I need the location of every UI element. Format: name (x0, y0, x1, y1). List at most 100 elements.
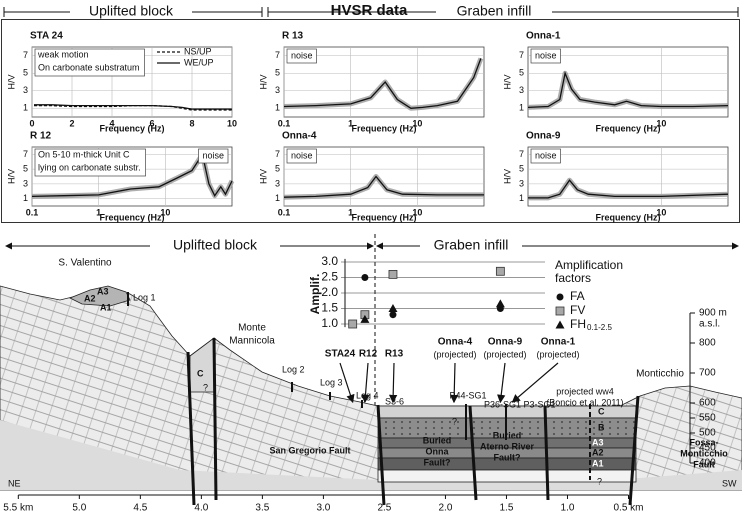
note-box: weak motion On carbonate substratum (34, 48, 145, 77)
hvsr-panel: 1 3 5 7 0.1 1 10 R 12 H/V Frequency (Hz) On 5-10 m… (6, 131, 235, 222)
figure-title: HVSR data (331, 2, 408, 19)
fault-label: Monticchio (680, 448, 728, 458)
legend-label: FV (570, 303, 585, 317)
hvsr-frame (1, 19, 740, 223)
legend-label: FA (570, 289, 585, 303)
y-tick-label: 1 (23, 193, 28, 203)
query-mark: ? (203, 382, 208, 392)
unit-label: A3 (592, 437, 604, 447)
direction-label: NE (8, 478, 21, 488)
fault-label: Onna (425, 446, 449, 456)
amp-point (361, 274, 369, 281)
y-axis-label: H/V (502, 169, 512, 184)
well-label: projected ww4 (556, 386, 614, 396)
log-label: Log 4 (356, 390, 379, 400)
elevation-label: 700 (699, 368, 716, 379)
y-tick-label: 7 (519, 149, 524, 159)
legend-swatch (555, 306, 565, 316)
borehole-label: P36-SG1 P3-SG1 (484, 399, 556, 409)
tag-box: noise (286, 148, 317, 164)
y-tick-label: 1.5 (321, 301, 338, 315)
fault-label: Fossa- (689, 437, 718, 447)
geology (0, 285, 742, 506)
y-tick-label: 3 (23, 85, 28, 95)
hvsr-curve (34, 104, 232, 111)
hvsr-panel: 1 3 5 7 10 Onna-1 H/V Frequency (Hz) noise (502, 31, 729, 133)
station-arrow (339, 362, 355, 404)
y-tick-label: 5 (275, 164, 280, 174)
x-tick-label: 2 (69, 118, 74, 128)
uplifted-label: Uplifted block (89, 3, 174, 19)
direction-label: SW (722, 478, 737, 488)
legend-subscript: 0.1-2.5 (587, 323, 612, 332)
x-tick-label: 2.0 (438, 503, 452, 514)
station-label: R12 (359, 349, 378, 360)
x-axis-label: Frequency (Hz) (99, 212, 164, 222)
fault-label: Fault? (494, 452, 521, 462)
panel-name: R 12 (30, 131, 52, 142)
legend-swatch (555, 320, 565, 329)
station-arrow (388, 362, 398, 404)
legend-title: Amplification (555, 258, 623, 272)
station-note: (projected) (536, 349, 579, 359)
y-tick-label: 2.5 (321, 270, 338, 284)
legend-label: NS/UP (184, 46, 212, 56)
x-tick-label: 1 (348, 118, 353, 128)
fault-label: Aterno River (480, 441, 535, 451)
y-tick-label: 7 (23, 50, 28, 60)
borehole-label: S3-6 (385, 396, 404, 406)
y-tick-label: 5 (519, 68, 524, 78)
fault-label: Fault? (424, 457, 451, 467)
y-tick-label: 1 (519, 103, 524, 113)
section-graben-label: Graben infill (434, 237, 509, 253)
tag-frame (198, 148, 229, 164)
elevation-label: 450 (699, 443, 716, 454)
section-header (5, 234, 739, 405)
x-tick-label: 4 (109, 118, 114, 128)
station-arrow (497, 362, 506, 404)
x-tick-label: 10 (656, 207, 666, 217)
hvsr-panel: 1 3 5 7 10 Onna-9 H/V Frequency (Hz) noise (502, 131, 729, 222)
panel-name: R 13 (282, 31, 304, 42)
station-label: R13 (385, 349, 404, 360)
elevation-label: 550 (699, 413, 716, 424)
log-label: Log 1 (133, 292, 156, 302)
unit-label: B (598, 422, 605, 432)
panel-name: Onna-1 (526, 31, 561, 42)
x-tick-label: 2.5 (377, 503, 391, 514)
amp-point (388, 304, 398, 312)
tag-text: noise (291, 150, 313, 160)
x-tick-label: 10 (412, 207, 422, 217)
y-axis-label: H/V (258, 74, 268, 89)
y-tick-label: 1.0 (321, 316, 338, 330)
x-tick-label: 1.5 (500, 503, 514, 514)
unit-label: A2 (84, 293, 96, 303)
note-text: lying on carbonate substr. (38, 162, 141, 172)
y-tick-label: 3.0 (321, 254, 338, 268)
hvsr-header (3, 7, 739, 17)
y-tick-label: 3 (275, 85, 280, 95)
tag-frame (286, 148, 317, 164)
x-axis-label: Frequency (Hz) (351, 123, 416, 133)
hvsr-curve (283, 58, 482, 109)
fault-label: Buried (423, 435, 452, 445)
y-tick-label: 1 (275, 193, 280, 203)
x-tick-label: 3.0 (316, 503, 330, 514)
x-tick-label: 5.5 km (3, 503, 33, 514)
fault-label: Fault (693, 459, 715, 469)
station-note: (projected) (433, 349, 476, 359)
x-axis-label: Frequency (Hz) (99, 123, 164, 133)
legend-label: FH (570, 317, 586, 331)
x-tick-label: 0.1 (278, 207, 291, 217)
tag-text: noise (535, 150, 557, 160)
y-axis-label: H/V (6, 74, 16, 89)
hvsr-panel: 1 3 5 7 0 2 4 6 8 10 STA 24 H/V Frequency (Hz) weak m… (6, 31, 237, 134)
x-tick-label: 4.5 (133, 503, 147, 514)
station-label: Onna-4 (438, 337, 473, 348)
y-tick-label: 2.0 (321, 285, 338, 299)
hvsr-curve (31, 152, 233, 198)
panel-name: Onna-9 (526, 131, 561, 142)
x-axis-label: Frequency (Hz) (595, 123, 660, 133)
query-mark: ? (452, 416, 457, 426)
